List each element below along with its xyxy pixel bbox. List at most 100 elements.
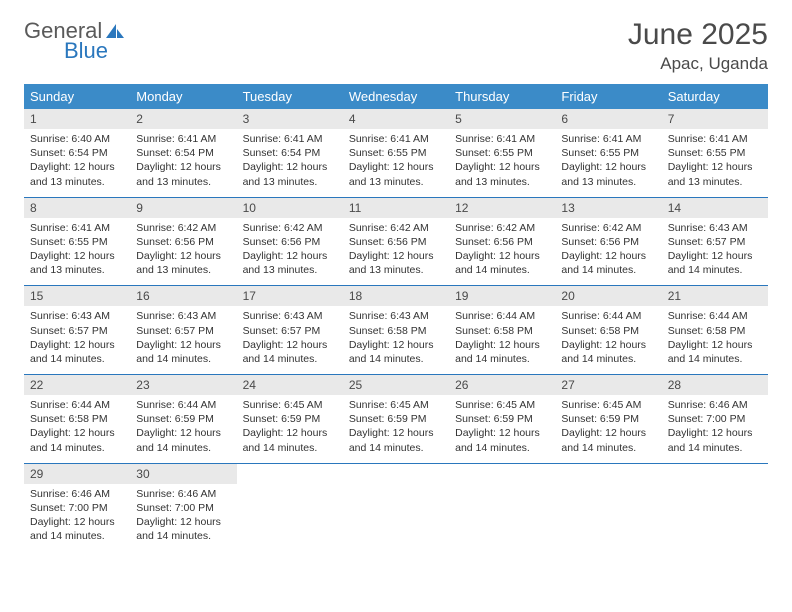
day-detail-cell: Sunrise: 6:43 AMSunset: 6:57 PMDaylight:… bbox=[130, 306, 236, 374]
day-number-cell: 21 bbox=[662, 286, 768, 306]
brand-text-blue: Blue bbox=[64, 38, 128, 64]
daylight-line: Daylight: 12 hours and 14 minutes. bbox=[136, 426, 230, 454]
day-detail-cell bbox=[662, 484, 768, 552]
sunrise-line: Sunrise: 6:41 AM bbox=[455, 132, 549, 146]
day-number-cell: 4 bbox=[343, 109, 449, 129]
day-number-cell: 1 bbox=[24, 109, 130, 129]
sunset-line: Sunset: 6:58 PM bbox=[349, 324, 443, 338]
daylight-line: Daylight: 12 hours and 14 minutes. bbox=[30, 426, 124, 454]
day-detail-cell bbox=[343, 484, 449, 552]
day-detail-cell: Sunrise: 6:40 AMSunset: 6:54 PMDaylight:… bbox=[24, 129, 130, 197]
daylight-line: Daylight: 12 hours and 14 minutes. bbox=[455, 338, 549, 366]
day-detail-cell: Sunrise: 6:41 AMSunset: 6:55 PMDaylight:… bbox=[449, 129, 555, 197]
day-detail-cell: Sunrise: 6:45 AMSunset: 6:59 PMDaylight:… bbox=[237, 395, 343, 463]
day-number-cell: 8 bbox=[24, 198, 130, 218]
sunset-line: Sunset: 6:54 PM bbox=[243, 146, 337, 160]
sunrise-line: Sunrise: 6:45 AM bbox=[455, 398, 549, 412]
brand-logo: GeneralBlue bbox=[24, 18, 128, 64]
sunrise-line: Sunrise: 6:45 AM bbox=[243, 398, 337, 412]
day-number-cell: 22 bbox=[24, 375, 130, 395]
day-detail-cell: Sunrise: 6:46 AMSunset: 7:00 PMDaylight:… bbox=[662, 395, 768, 463]
day-number-cell: 14 bbox=[662, 198, 768, 218]
day-detail-cell: Sunrise: 6:45 AMSunset: 6:59 PMDaylight:… bbox=[343, 395, 449, 463]
dayhead-tuesday: Tuesday bbox=[237, 84, 343, 109]
day-detail-row: Sunrise: 6:41 AMSunset: 6:55 PMDaylight:… bbox=[24, 218, 768, 286]
sunrise-line: Sunrise: 6:45 AM bbox=[561, 398, 655, 412]
day-number-cell: 5 bbox=[449, 109, 555, 129]
sunset-line: Sunset: 6:57 PM bbox=[30, 324, 124, 338]
calendar-table: Sunday Monday Tuesday Wednesday Thursday… bbox=[24, 84, 768, 551]
daylight-line: Daylight: 12 hours and 13 minutes. bbox=[136, 249, 230, 277]
day-detail-cell: Sunrise: 6:41 AMSunset: 6:55 PMDaylight:… bbox=[662, 129, 768, 197]
day-detail-row: Sunrise: 6:43 AMSunset: 6:57 PMDaylight:… bbox=[24, 306, 768, 374]
daylight-line: Daylight: 12 hours and 13 minutes. bbox=[136, 160, 230, 188]
day-number-cell: 15 bbox=[24, 286, 130, 306]
sunrise-line: Sunrise: 6:44 AM bbox=[561, 309, 655, 323]
day-detail-cell: Sunrise: 6:43 AMSunset: 6:57 PMDaylight:… bbox=[237, 306, 343, 374]
sunset-line: Sunset: 6:55 PM bbox=[455, 146, 549, 160]
daylight-line: Daylight: 12 hours and 13 minutes. bbox=[349, 249, 443, 277]
day-number-row: 22232425262728 bbox=[24, 375, 768, 395]
day-detail-cell: Sunrise: 6:46 AMSunset: 7:00 PMDaylight:… bbox=[24, 484, 130, 552]
day-number-cell: 18 bbox=[343, 286, 449, 306]
daylight-line: Daylight: 12 hours and 14 minutes. bbox=[136, 338, 230, 366]
sunset-line: Sunset: 6:56 PM bbox=[349, 235, 443, 249]
sunrise-line: Sunrise: 6:45 AM bbox=[349, 398, 443, 412]
day-detail-cell: Sunrise: 6:42 AMSunset: 6:56 PMDaylight:… bbox=[343, 218, 449, 286]
day-detail-cell: Sunrise: 6:44 AMSunset: 6:58 PMDaylight:… bbox=[555, 306, 661, 374]
daylight-line: Daylight: 12 hours and 14 minutes. bbox=[30, 515, 124, 543]
sunset-line: Sunset: 6:57 PM bbox=[136, 324, 230, 338]
sunset-line: Sunset: 6:56 PM bbox=[136, 235, 230, 249]
day-detail-row: Sunrise: 6:44 AMSunset: 6:58 PMDaylight:… bbox=[24, 395, 768, 463]
day-detail-cell: Sunrise: 6:44 AMSunset: 6:58 PMDaylight:… bbox=[24, 395, 130, 463]
day-header-row: Sunday Monday Tuesday Wednesday Thursday… bbox=[24, 84, 768, 109]
day-detail-cell: Sunrise: 6:42 AMSunset: 6:56 PMDaylight:… bbox=[449, 218, 555, 286]
sunset-line: Sunset: 6:59 PM bbox=[561, 412, 655, 426]
sunrise-line: Sunrise: 6:41 AM bbox=[136, 132, 230, 146]
day-number-cell: 11 bbox=[343, 198, 449, 218]
day-number-row: 891011121314 bbox=[24, 198, 768, 218]
sunrise-line: Sunrise: 6:43 AM bbox=[136, 309, 230, 323]
sunset-line: Sunset: 7:00 PM bbox=[30, 501, 124, 515]
daylight-line: Daylight: 12 hours and 13 minutes. bbox=[349, 160, 443, 188]
sunset-line: Sunset: 6:56 PM bbox=[455, 235, 549, 249]
dayhead-friday: Friday bbox=[555, 84, 661, 109]
daylight-line: Daylight: 12 hours and 14 minutes. bbox=[349, 426, 443, 454]
day-detail-cell: Sunrise: 6:44 AMSunset: 6:59 PMDaylight:… bbox=[130, 395, 236, 463]
day-detail-cell: Sunrise: 6:41 AMSunset: 6:55 PMDaylight:… bbox=[24, 218, 130, 286]
sunrise-line: Sunrise: 6:46 AM bbox=[136, 487, 230, 501]
sunset-line: Sunset: 6:54 PM bbox=[136, 146, 230, 160]
daylight-line: Daylight: 12 hours and 14 minutes. bbox=[561, 249, 655, 277]
sunrise-line: Sunrise: 6:42 AM bbox=[349, 221, 443, 235]
day-number-cell: 19 bbox=[449, 286, 555, 306]
day-number-cell: 26 bbox=[449, 375, 555, 395]
day-detail-cell bbox=[555, 484, 661, 552]
day-number-row: 2930 bbox=[24, 464, 768, 484]
title-area: June 2025 Apac, Uganda bbox=[628, 18, 768, 74]
sunrise-line: Sunrise: 6:43 AM bbox=[349, 309, 443, 323]
daylight-line: Daylight: 12 hours and 14 minutes. bbox=[136, 515, 230, 543]
day-number-cell bbox=[662, 464, 768, 484]
day-number-cell bbox=[555, 464, 661, 484]
sunset-line: Sunset: 6:58 PM bbox=[455, 324, 549, 338]
sunrise-line: Sunrise: 6:43 AM bbox=[30, 309, 124, 323]
sunrise-line: Sunrise: 6:42 AM bbox=[455, 221, 549, 235]
day-number-cell: 30 bbox=[130, 464, 236, 484]
day-number-cell: 20 bbox=[555, 286, 661, 306]
day-detail-cell bbox=[237, 484, 343, 552]
sunrise-line: Sunrise: 6:42 AM bbox=[243, 221, 337, 235]
day-number-cell: 25 bbox=[343, 375, 449, 395]
sunset-line: Sunset: 6:59 PM bbox=[455, 412, 549, 426]
sunset-line: Sunset: 7:00 PM bbox=[668, 412, 762, 426]
daylight-line: Daylight: 12 hours and 14 minutes. bbox=[668, 338, 762, 366]
day-detail-cell: Sunrise: 6:44 AMSunset: 6:58 PMDaylight:… bbox=[449, 306, 555, 374]
dayhead-thursday: Thursday bbox=[449, 84, 555, 109]
day-number-row: 1234567 bbox=[24, 109, 768, 129]
day-detail-cell: Sunrise: 6:42 AMSunset: 6:56 PMDaylight:… bbox=[237, 218, 343, 286]
day-detail-cell: Sunrise: 6:44 AMSunset: 6:58 PMDaylight:… bbox=[662, 306, 768, 374]
location-label: Apac, Uganda bbox=[628, 54, 768, 74]
sunrise-line: Sunrise: 6:44 AM bbox=[136, 398, 230, 412]
day-number-cell: 17 bbox=[237, 286, 343, 306]
dayhead-monday: Monday bbox=[130, 84, 236, 109]
daylight-line: Daylight: 12 hours and 14 minutes. bbox=[561, 338, 655, 366]
